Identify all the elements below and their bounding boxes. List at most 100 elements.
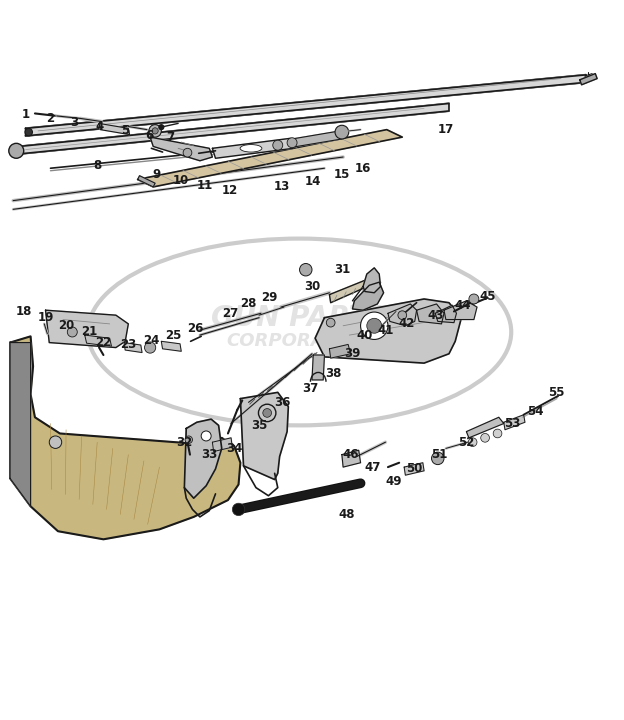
Polygon shape <box>417 304 444 324</box>
Text: 37: 37 <box>303 382 319 395</box>
Polygon shape <box>46 310 129 348</box>
Polygon shape <box>212 138 293 158</box>
Circle shape <box>145 342 156 353</box>
Polygon shape <box>504 415 525 430</box>
Polygon shape <box>99 123 130 135</box>
Text: 40: 40 <box>357 328 373 341</box>
Polygon shape <box>184 419 222 498</box>
Text: 12: 12 <box>222 184 238 197</box>
Text: 55: 55 <box>548 386 564 399</box>
Text: 47: 47 <box>365 461 381 474</box>
Circle shape <box>152 127 158 134</box>
Circle shape <box>273 140 283 150</box>
Polygon shape <box>10 336 240 539</box>
Ellipse shape <box>240 145 262 152</box>
Polygon shape <box>212 438 232 451</box>
Text: 50: 50 <box>407 462 423 475</box>
Polygon shape <box>138 130 402 187</box>
Polygon shape <box>353 282 384 310</box>
Text: 41: 41 <box>378 323 394 337</box>
Circle shape <box>25 128 32 136</box>
Circle shape <box>258 404 276 422</box>
Text: 36: 36 <box>274 396 290 409</box>
Text: 53: 53 <box>504 417 520 430</box>
Polygon shape <box>312 355 324 380</box>
Text: 1: 1 <box>22 107 30 120</box>
Polygon shape <box>124 343 142 353</box>
Text: 4: 4 <box>95 120 103 133</box>
Text: 22: 22 <box>95 336 112 349</box>
Circle shape <box>263 408 271 418</box>
Circle shape <box>493 429 502 438</box>
Circle shape <box>185 436 192 444</box>
Polygon shape <box>580 73 597 85</box>
Circle shape <box>183 148 192 157</box>
Text: 51: 51 <box>431 448 448 461</box>
Circle shape <box>287 138 297 148</box>
Circle shape <box>480 433 489 442</box>
Circle shape <box>149 125 162 137</box>
Polygon shape <box>466 418 504 438</box>
Polygon shape <box>315 299 461 363</box>
Text: 8: 8 <box>93 159 101 172</box>
Text: 6: 6 <box>145 130 153 143</box>
Circle shape <box>326 318 335 327</box>
Polygon shape <box>85 335 112 346</box>
Text: 17: 17 <box>438 123 454 136</box>
Text: 48: 48 <box>338 508 354 521</box>
Polygon shape <box>436 305 456 323</box>
Polygon shape <box>329 280 381 302</box>
Polygon shape <box>444 301 477 320</box>
Circle shape <box>361 312 388 339</box>
Text: 38: 38 <box>326 367 342 380</box>
Text: 26: 26 <box>187 323 203 336</box>
Text: 43: 43 <box>427 309 444 322</box>
Circle shape <box>232 503 245 516</box>
Text: 5: 5 <box>121 125 129 138</box>
Text: 2: 2 <box>46 112 54 125</box>
Text: 18: 18 <box>16 305 32 318</box>
Text: 14: 14 <box>305 176 321 189</box>
Polygon shape <box>138 176 155 187</box>
Text: 21: 21 <box>81 325 97 338</box>
Text: 46: 46 <box>343 448 359 461</box>
Text: 10: 10 <box>173 174 189 187</box>
Text: 9: 9 <box>152 168 160 181</box>
Circle shape <box>67 327 77 337</box>
Circle shape <box>367 318 382 333</box>
Polygon shape <box>388 304 417 325</box>
Text: 34: 34 <box>226 442 242 455</box>
Text: CORPORATION: CORPORATION <box>227 333 373 351</box>
Circle shape <box>9 143 24 158</box>
Text: 54: 54 <box>527 405 543 418</box>
Text: 7: 7 <box>166 130 174 143</box>
Text: 27: 27 <box>222 307 238 320</box>
Polygon shape <box>150 137 212 161</box>
Text: 42: 42 <box>399 318 415 330</box>
Polygon shape <box>363 268 381 293</box>
Circle shape <box>300 264 312 276</box>
Circle shape <box>468 438 477 446</box>
Text: 44: 44 <box>454 299 471 312</box>
Text: 30: 30 <box>304 280 320 293</box>
Text: 24: 24 <box>143 333 160 346</box>
Text: 16: 16 <box>355 162 371 175</box>
Text: 52: 52 <box>458 436 475 449</box>
Text: 49: 49 <box>386 475 402 488</box>
Text: 32: 32 <box>176 436 192 449</box>
Text: 39: 39 <box>344 347 361 360</box>
Text: 35: 35 <box>251 419 267 432</box>
Text: 15: 15 <box>334 168 350 181</box>
Text: 33: 33 <box>201 448 217 461</box>
Circle shape <box>201 431 211 441</box>
Circle shape <box>398 311 407 320</box>
Circle shape <box>469 294 479 304</box>
Polygon shape <box>26 75 586 136</box>
Circle shape <box>335 125 349 139</box>
Polygon shape <box>162 341 181 351</box>
Polygon shape <box>404 463 424 475</box>
Polygon shape <box>13 104 449 155</box>
Text: 20: 20 <box>58 319 74 332</box>
Polygon shape <box>10 343 31 506</box>
Polygon shape <box>342 450 361 467</box>
